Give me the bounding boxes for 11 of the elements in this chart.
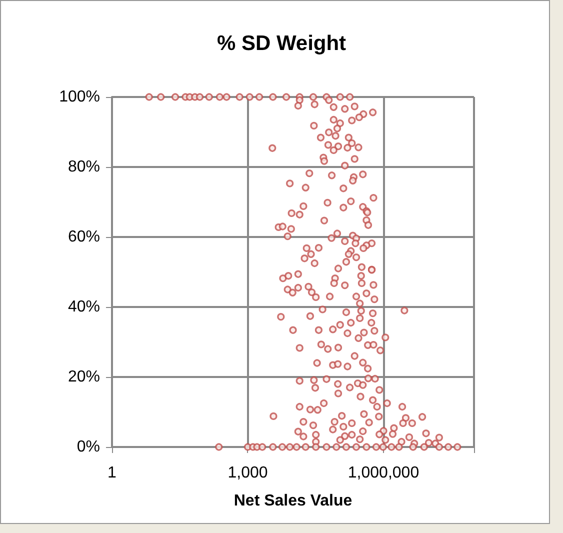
x-tick-label: 1,000,000 (348, 464, 420, 482)
y-tick-label: 20% (68, 368, 100, 386)
y-tick-label: 40% (68, 298, 100, 316)
y-tick-label: 80% (68, 158, 100, 176)
chart-title: % SD Weight (216, 32, 346, 55)
x-axis-title: Net Sales Value (234, 492, 352, 510)
y-tick-label: 60% (68, 228, 100, 246)
y-tick-label: 0% (76, 438, 100, 456)
x-tick-label: 1 (108, 464, 117, 482)
y-tick-label: 100% (59, 88, 100, 106)
x-tick-label: 1,000 (228, 464, 268, 482)
